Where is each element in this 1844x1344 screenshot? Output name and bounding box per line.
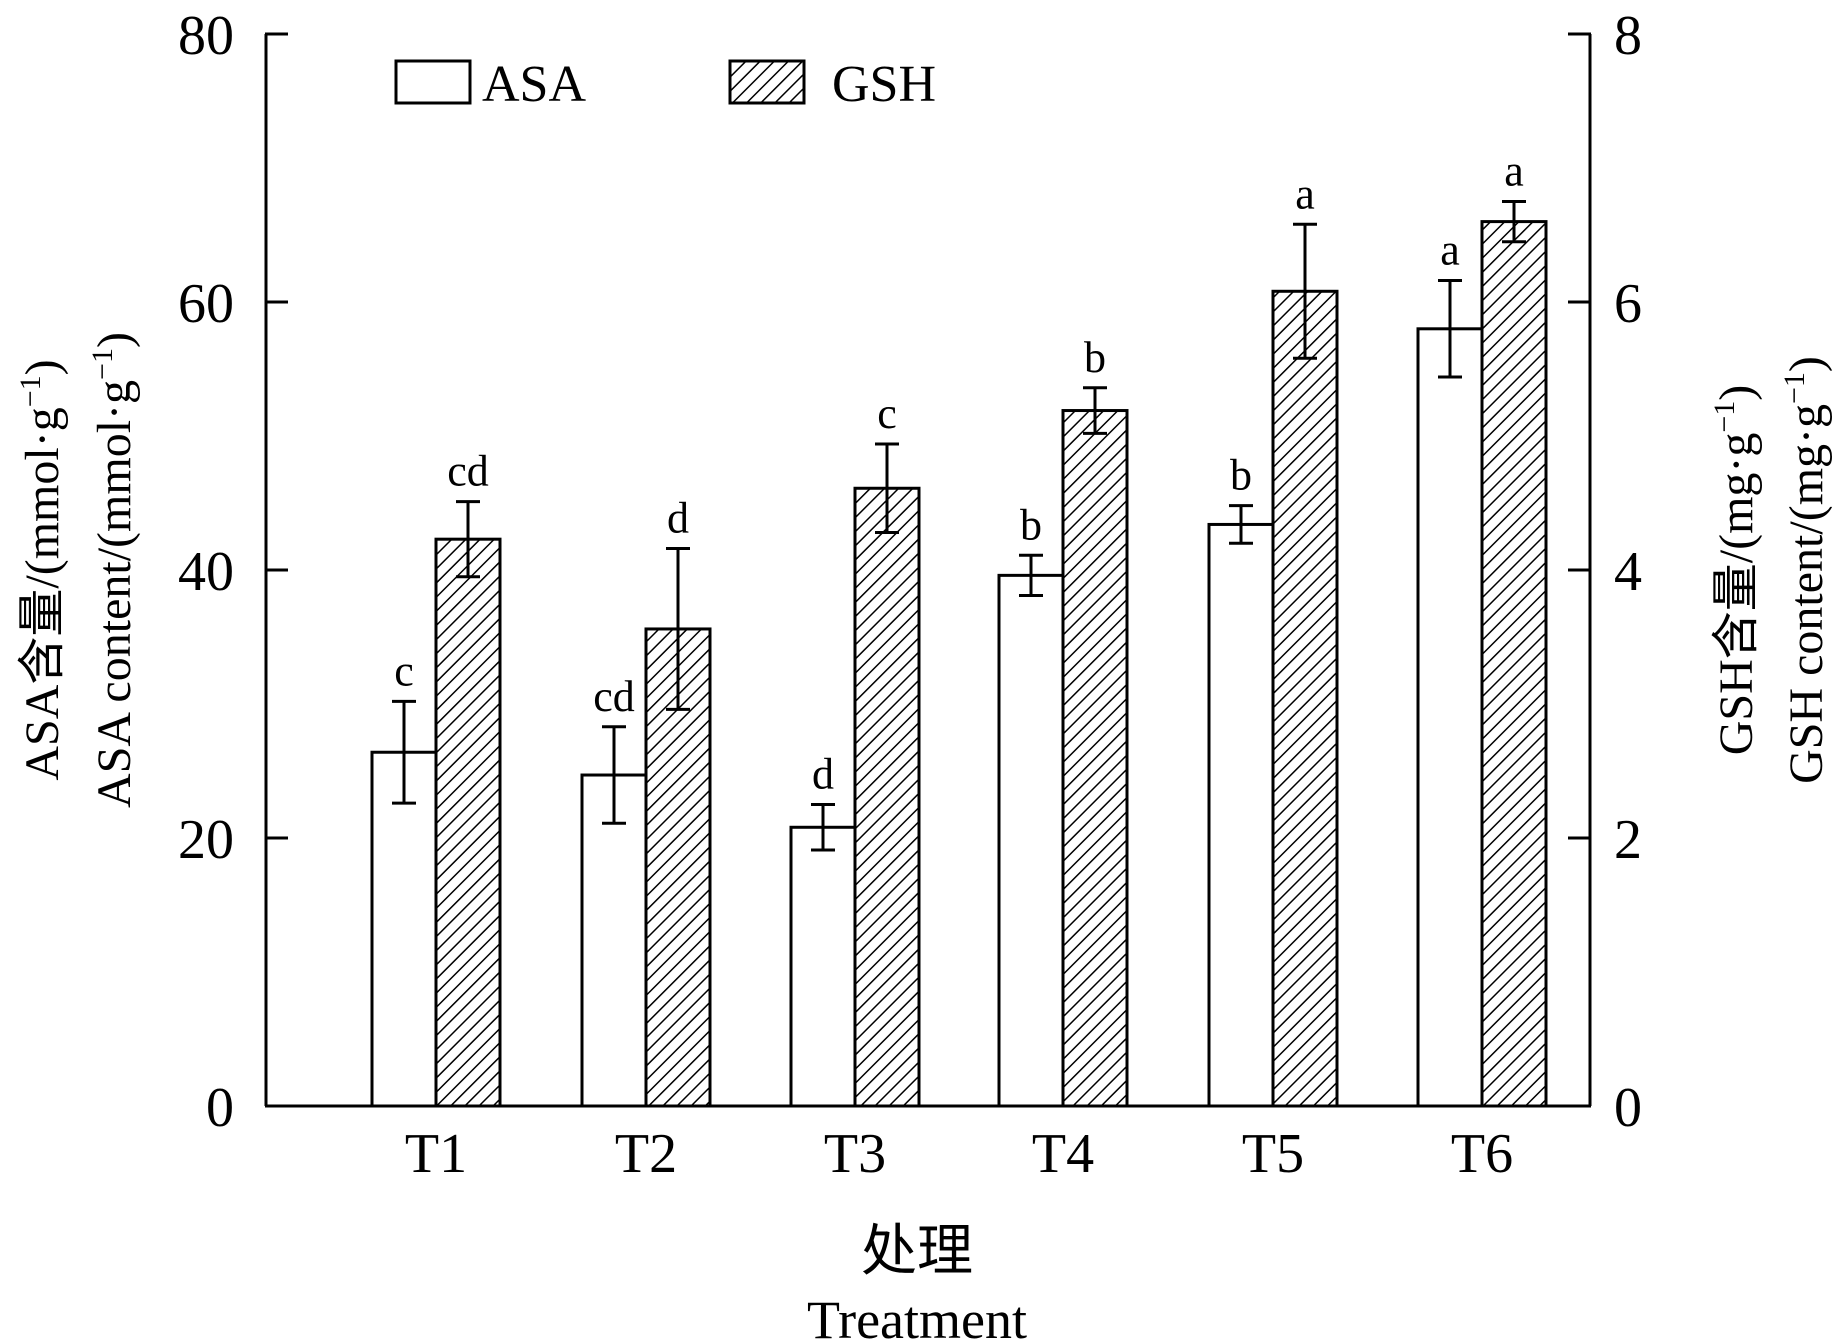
bar-asa-t4 (997, 573, 1065, 1108)
bar-gsh-t3 (853, 486, 921, 1108)
significance-letter-asa-t3: d (812, 750, 834, 799)
right-axis-label-en-sup: −1 (1778, 372, 1811, 404)
left-axis-label-zh: ASA含量/(mmol·g (16, 407, 69, 780)
left-axis-title: ASA含量/(mmol·g−1) (14, 359, 69, 780)
x-axis-ticks: T1 T2 T3 T4 T5 T6 (405, 1123, 1513, 1185)
bar-asa-t5 (1207, 522, 1275, 1108)
left-axis-label-en-close: ) (88, 332, 141, 348)
left-axis-label-en: ASA content/(mmol·g (88, 380, 141, 808)
right-tick-label: 6 (1614, 273, 1642, 335)
svg-text:GSH content/(mg·g−1): GSH content/(mg·g−1) (1778, 356, 1833, 784)
bar-asa-t1 (370, 750, 438, 1108)
right-axis-ticks: 0 2 4 6 8 (1568, 5, 1642, 1139)
left-axis-label-en-sup: −1 (86, 348, 119, 380)
right-tick-label: 0 (1614, 1077, 1642, 1139)
bar-asa-t2 (580, 773, 648, 1108)
left-tick-label: 40 (178, 541, 234, 603)
svg-text:GSH含量/(mg·g−1): GSH含量/(mg·g−1) (1708, 385, 1763, 756)
significance-letter-asa-t1: c (394, 646, 414, 695)
left-tick-label: 80 (178, 5, 234, 67)
left-tick-label: 0 (206, 1077, 234, 1139)
legend-swatch-gsh (728, 59, 806, 105)
bar-asa-t6 (1416, 327, 1484, 1108)
significance-letter-gsh-t1: cd (447, 447, 489, 496)
x-tick-label-t5: T5 (1242, 1123, 1304, 1185)
x-tick-label-t3: T3 (824, 1123, 886, 1185)
svg-text:ASA含量/(mmol·g−1): ASA含量/(mmol·g−1) (14, 359, 69, 780)
significance-letter-asa-t2: cd (593, 672, 635, 721)
bar-gsh-t1 (434, 537, 502, 1108)
legend: ASA GSH (394, 56, 936, 113)
significance-letter-gsh-t2: d (667, 494, 689, 543)
x-axis-label-zh: 处理 (861, 1221, 973, 1283)
right-axis-title: GSH含量/(mg·g−1) (1708, 385, 1763, 756)
left-axis-title-en: ASA content/(mmol·g−1) (86, 332, 141, 808)
right-axis-title-en: GSH content/(mg·g−1) (1778, 356, 1833, 784)
left-axis-label-zh-sup: −1 (14, 375, 47, 407)
x-tick-label-t4: T4 (1032, 1123, 1094, 1185)
left-axis-ticks: 0 20 40 60 80 (178, 5, 288, 1139)
right-tick-label: 2 (1614, 809, 1642, 871)
right-tick-label: 4 (1614, 541, 1642, 603)
x-tick-label-t2: T2 (615, 1123, 677, 1185)
x-tick-label-t6: T6 (1451, 1123, 1513, 1185)
significance-letter-gsh-t4: b (1084, 333, 1106, 382)
right-axis-label-en: GSH content/(mg·g (1780, 404, 1833, 784)
significance-letter-gsh-t6: a (1504, 147, 1524, 196)
significance-letter-gsh-t5: a (1295, 169, 1315, 218)
right-axis-label-zh-sup: −1 (1708, 401, 1741, 433)
significance-letter-asa-t4: b (1020, 500, 1042, 549)
legend-label-asa: ASA (482, 56, 586, 113)
left-tick-label: 20 (178, 809, 234, 871)
x-tick-label-t1: T1 (405, 1123, 467, 1185)
right-axis-label-zh-close: ) (1710, 385, 1763, 401)
svg-text:ASA content/(mmol·g−1): ASA content/(mmol·g−1) (86, 332, 141, 808)
significance-letter-gsh-t3: c (877, 389, 897, 438)
x-axis-label-en: Treatment (807, 1290, 1027, 1344)
bar-gsh-t4 (1061, 409, 1129, 1108)
legend-swatch-asa (394, 59, 472, 105)
left-tick-label: 60 (178, 273, 234, 335)
significance-letter-asa-t6: a (1440, 226, 1460, 275)
right-axis-label-zh: GSH含量/(mg·g (1710, 433, 1763, 756)
bar-gsh-t5 (1271, 289, 1339, 1108)
significance-letter-asa-t5: b (1230, 451, 1252, 500)
bar-asa-t3 (789, 825, 857, 1108)
right-axis-label-en-close: ) (1780, 356, 1833, 372)
left-axis-label-zh-close: ) (16, 359, 69, 375)
legend-label-gsh: GSH (832, 56, 936, 113)
bar-gsh-t6 (1480, 220, 1548, 1108)
right-tick-label: 8 (1614, 5, 1642, 67)
